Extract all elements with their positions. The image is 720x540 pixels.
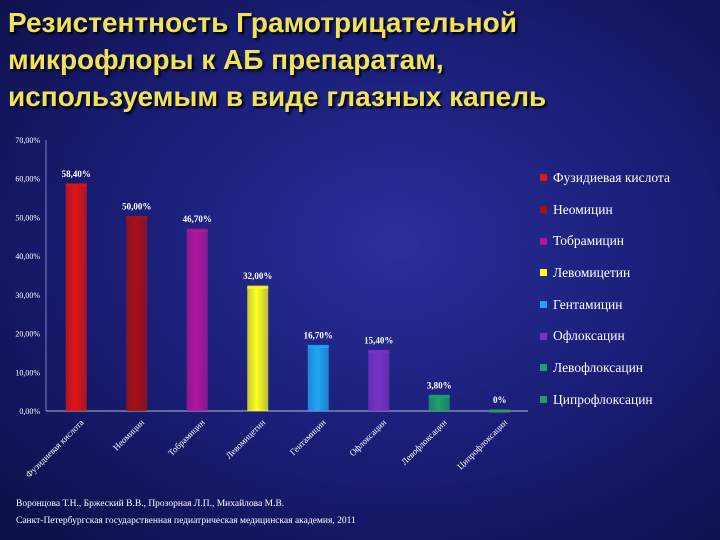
data-label: 0% — [493, 395, 507, 405]
y-tick-label: 0,00% — [19, 407, 40, 416]
y-tick-label: 30,00% — [15, 291, 40, 300]
legend-swatch — [540, 332, 547, 340]
y-tick-label: 70,00% — [15, 136, 40, 145]
bar — [65, 184, 87, 411]
data-label: 50,00% — [122, 201, 151, 211]
legend-entry: Неомицин — [540, 194, 720, 226]
legend-entry: Гентамицин — [540, 289, 720, 321]
bar-cap — [368, 349, 390, 353]
data-label: 32,00% — [243, 271, 272, 281]
data-label: 16,70% — [304, 330, 333, 340]
bar-cap — [247, 285, 269, 289]
bar-cap — [489, 409, 511, 413]
legend-swatch — [540, 364, 547, 372]
bar — [247, 287, 269, 411]
legend-swatch — [540, 396, 547, 404]
bar — [368, 351, 390, 411]
bar — [307, 346, 329, 411]
legend-swatch — [540, 206, 547, 214]
x-tick-label: Ципрофлоксацин — [455, 417, 509, 471]
y-tick-label: 10,00% — [15, 368, 40, 377]
bar-cap — [307, 344, 329, 348]
y-tick-label: 60,00% — [15, 175, 40, 184]
legend-label: Гентамицин — [553, 296, 623, 312]
bar-chart: 0,00% 10,00% 20,00% 30,00% 40,00% 50,00% 60,00… — [15, 136, 528, 480]
title-line: используемым в виде глазных капель — [8, 81, 547, 112]
legend-entry: Ципрофлоксацин — [540, 384, 720, 416]
legend-entry: Левомицетин — [540, 257, 720, 289]
title-line: Резистентность Грамотрицательной — [8, 7, 517, 38]
bar — [186, 230, 208, 411]
data-label: 3,80% — [427, 380, 452, 390]
legend-entry: Тобрамицин — [540, 225, 720, 257]
legend-label: Фузидиевая кислота — [553, 169, 670, 185]
source-footer: Воронцова Т.Н., Бржеский В.В., Прозорная… — [16, 496, 706, 530]
x-tick-label: Левофлоксацин — [399, 417, 449, 467]
x-tick-label: Фузидиевая кислота — [23, 417, 85, 479]
x-tick-label: Офлоксацин — [347, 417, 388, 458]
title-line: микрофлоры к АБ препаратам, — [8, 44, 444, 75]
legend-label: Ципрофлоксацин — [553, 391, 653, 407]
legend-swatch — [540, 174, 547, 182]
legend-swatch — [540, 301, 547, 309]
x-tick-label: Гентамицин — [288, 417, 328, 457]
bar-cap — [186, 228, 208, 232]
legend-label: Неомицин — [553, 201, 613, 217]
bar — [126, 217, 148, 411]
data-label: 46,70% — [183, 214, 212, 224]
legend-label: Левофлоксацин — [553, 359, 644, 375]
y-tick-label: 20,00% — [15, 330, 40, 339]
legend-swatch — [540, 237, 547, 245]
page-title: Резистентность Грамотрицательной микрофл… — [8, 4, 708, 115]
x-tick-label: Левомицетин — [224, 417, 268, 461]
legend-label: Левомицетин — [553, 264, 631, 280]
bar — [428, 396, 450, 411]
legend-entry: Фузидиевая кислота — [540, 162, 720, 194]
footer-authors: Воронцова Т.Н., Бржеский В.В., Прозорная… — [16, 499, 285, 509]
data-label: 58,40% — [62, 169, 91, 179]
bar-cap — [126, 215, 148, 219]
legend-label: Офлоксацин — [553, 328, 625, 344]
y-tick-label: 40,00% — [15, 252, 40, 261]
legend-swatch — [540, 269, 547, 277]
bar-cap — [65, 183, 87, 187]
y-tick-label: 50,00% — [15, 213, 40, 222]
footer-institution: Санкт-Петербургская государственная педи… — [16, 516, 356, 526]
bar-cap — [428, 394, 450, 398]
data-label: 15,40% — [364, 335, 393, 345]
chart-legend: Фузидиевая кислота Неомицин Тобрамицин Лево… — [540, 162, 720, 416]
legend-label: Тобрамицин — [553, 233, 625, 249]
legend-entry: Офлоксацин — [540, 320, 720, 352]
x-tick-label: Неомицин — [111, 417, 146, 452]
x-tick-label: Тобрамицин — [166, 417, 207, 458]
legend-entry: Левофлоксацин — [540, 352, 720, 384]
